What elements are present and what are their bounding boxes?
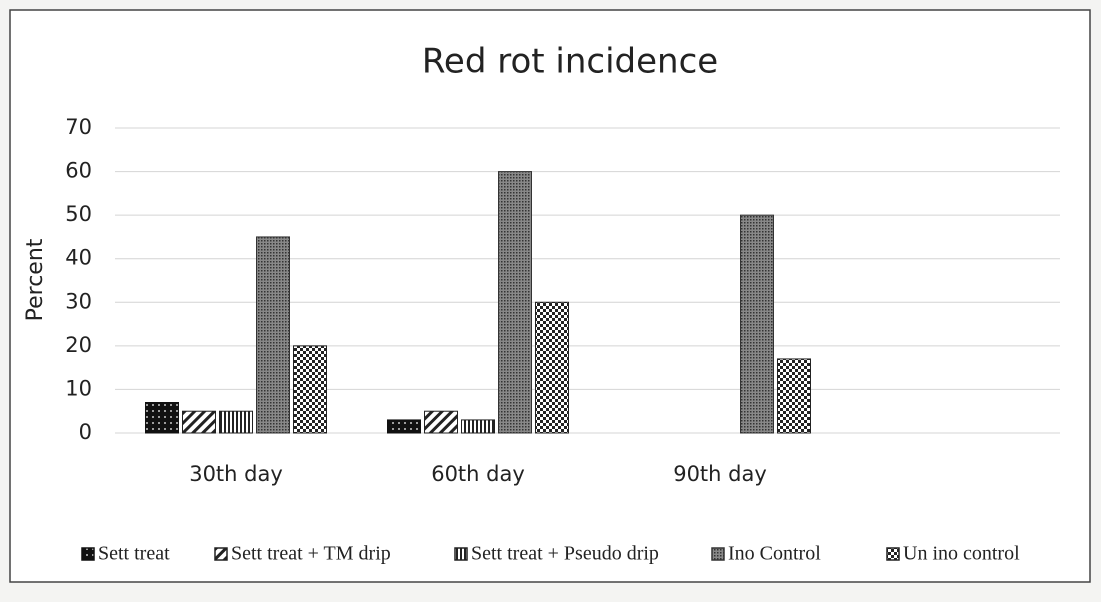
chart-frame — [9, 9, 1091, 583]
y-tick-label: 50 — [65, 202, 92, 226]
legend-label: Un ino control — [903, 543, 1020, 565]
y-tick-label: 60 — [65, 159, 92, 183]
y-tick-label: 70 — [65, 115, 92, 139]
bar — [740, 214, 774, 434]
bar — [535, 301, 569, 434]
legend-swatch — [711, 547, 725, 561]
bar — [145, 402, 179, 434]
y-tick-label: 10 — [65, 376, 92, 400]
legend-label: Sett treat + Pseudo drip — [471, 543, 659, 565]
bar — [293, 345, 327, 434]
legend-label: Sett treat — [98, 543, 170, 565]
bar — [387, 419, 421, 434]
bar — [424, 410, 458, 434]
y-tick-label: 20 — [65, 333, 92, 357]
bar — [219, 410, 253, 434]
legend-swatch — [886, 547, 900, 561]
x-tick-label: 90th day — [673, 462, 767, 486]
bar — [777, 358, 811, 434]
legend-label: Sett treat + TM drip — [231, 543, 391, 565]
legend-swatch — [454, 547, 468, 561]
x-tick-label: 30th day — [189, 462, 283, 486]
bar — [256, 236, 290, 434]
legend-swatch — [81, 547, 95, 561]
legend-label: Ino Control — [728, 543, 821, 565]
bar — [498, 171, 532, 434]
x-tick-label: 60th day — [431, 462, 525, 486]
y-tick-label: 30 — [65, 289, 92, 313]
legend-swatch — [214, 547, 228, 561]
bar — [182, 410, 216, 434]
y-axis-label: Percent — [23, 238, 48, 321]
y-tick-label: 40 — [65, 246, 92, 270]
bar — [461, 419, 495, 434]
y-tick-label: 0 — [79, 420, 92, 444]
chart-title: Red rot incidence — [422, 42, 718, 82]
